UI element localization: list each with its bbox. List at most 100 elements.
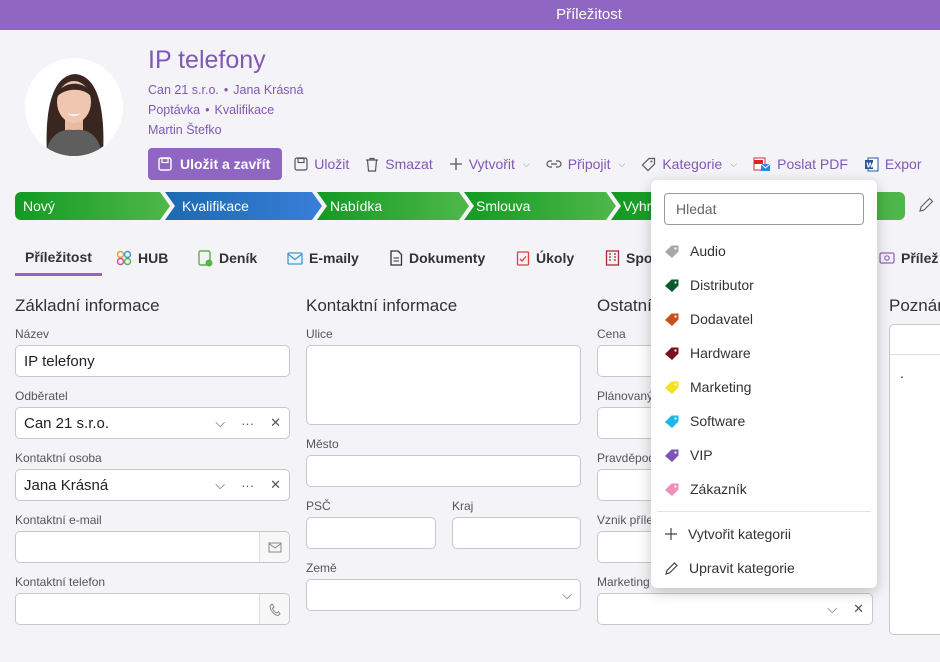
- customer-label: Odběratel: [15, 389, 68, 403]
- close-icon[interactable]: ✕: [270, 477, 281, 492]
- journal-icon: [198, 249, 213, 266]
- plus-icon: [449, 158, 462, 170]
- tab-tasks[interactable]: Úkoly: [516, 240, 574, 276]
- close-icon[interactable]: ✕: [853, 601, 864, 616]
- person-value: Jana Krásná: [24, 476, 109, 494]
- tag-icon: [641, 157, 656, 171]
- category-label: VIP: [690, 447, 713, 463]
- zip-input[interactable]: [306, 517, 436, 549]
- marketing-lookup[interactable]: ⌵ ✕: [597, 593, 873, 625]
- category-search-input[interactable]: Hledat: [664, 193, 864, 225]
- category-label: Distributor: [690, 277, 754, 293]
- category-item[interactable]: Audio: [664, 236, 864, 266]
- mail-icon[interactable]: [259, 532, 289, 562]
- category-item[interactable]: VIP: [664, 440, 864, 470]
- tab-opportunity[interactable]: Příležitost: [15, 240, 102, 276]
- tab-journal[interactable]: Deník: [197, 240, 257, 276]
- section-other-title: Ostatní: [597, 296, 652, 315]
- country-label: Země: [306, 561, 337, 575]
- send-pdf-button[interactable]: Poslat PDF: [753, 156, 848, 172]
- stage-offer[interactable]: Nabídka: [317, 192, 469, 220]
- tab-companies[interactable]: Spo: [605, 240, 652, 276]
- tab-label: Příležitost: [25, 248, 92, 265]
- record-meta-line2: Poptávka • Kvalifikace: [148, 103, 275, 117]
- attach-button[interactable]: Připojit ⌵: [546, 156, 626, 172]
- stage-text: Kvalifikace: [214, 103, 275, 117]
- more-icon[interactable]: ···: [241, 477, 255, 493]
- contact-link[interactable]: Jana Krásná: [233, 83, 304, 97]
- tab-hub[interactable]: HUB: [116, 240, 168, 276]
- region-input[interactable]: [452, 517, 581, 549]
- export-button[interactable]: W Expor: [864, 156, 922, 172]
- phone-field[interactable]: [15, 593, 290, 625]
- tag-icon: [665, 381, 679, 394]
- window-title: Příležitost: [0, 0, 940, 30]
- stage-new[interactable]: Nový: [15, 192, 170, 220]
- pencil-icon: [919, 197, 934, 212]
- category-item[interactable]: Hardware: [664, 338, 864, 368]
- customer-value: Can 21 s.r.o.: [24, 414, 110, 432]
- building-icon: [605, 250, 620, 266]
- company-link[interactable]: Can 21 s.r.o.: [148, 83, 219, 97]
- marketing-actions: ⌵ ✕: [827, 594, 864, 624]
- create-category-item[interactable]: Vytvořit kategorii: [664, 519, 864, 549]
- email-label: Kontaktní e-mail: [15, 513, 102, 527]
- edit-categories-item[interactable]: Upravit kategorie: [664, 553, 864, 583]
- close-icon[interactable]: ✕: [270, 415, 281, 430]
- tag-icon: [665, 449, 679, 462]
- save-label: Uložit: [314, 156, 350, 172]
- zip-label: PSČ: [306, 499, 331, 513]
- tab-opportunities[interactable]: Přílež: [879, 240, 938, 276]
- divider: [657, 511, 871, 512]
- category-item[interactable]: Software: [664, 406, 864, 436]
- chevron-down-icon[interactable]: ⌵: [562, 587, 572, 602]
- save-close-button[interactable]: Uložit a zavřít: [148, 148, 283, 180]
- stage-contract[interactable]: Smlouva: [464, 192, 616, 220]
- create-button[interactable]: Vytvořit ⌵: [449, 156, 530, 172]
- category-item[interactable]: Dodavatel: [664, 304, 864, 334]
- created-label: Vznik příle: [597, 513, 654, 527]
- country-select[interactable]: ⌵: [306, 579, 581, 611]
- section-notes-title: Poznán: [889, 296, 940, 315]
- customer-lookup[interactable]: Can 21 s.r.o. ⌵ ··· ✕: [15, 407, 290, 439]
- category-item[interactable]: Marketing: [664, 372, 864, 402]
- category-label: Kategorie: [662, 156, 723, 172]
- chevron-down-icon[interactable]: ⌵: [215, 415, 226, 430]
- tab-label: Deník: [219, 250, 258, 266]
- notes-editor[interactable]: .: [889, 324, 940, 635]
- phone-icon[interactable]: [259, 594, 289, 624]
- tag-icon: [665, 279, 679, 292]
- category-label: Hardware: [690, 345, 751, 361]
- city-input[interactable]: [306, 455, 581, 487]
- chevron-down-icon[interactable]: ⌵: [215, 477, 226, 492]
- plus-icon: [665, 528, 677, 540]
- task-icon: [516, 251, 530, 266]
- category-dropdown: Hledat Audio Distributor Dodavatel Hardware…: [651, 180, 877, 588]
- phone-label: Kontaktní telefon: [15, 575, 106, 589]
- chevron-down-icon: ⌵: [730, 158, 738, 169]
- tab-documents[interactable]: Dokumenty: [389, 240, 485, 276]
- category-item[interactable]: Distributor: [664, 270, 864, 300]
- chevron-down-icon[interactable]: ⌵: [827, 601, 838, 616]
- delete-button[interactable]: Smazat: [365, 156, 433, 172]
- category-button[interactable]: Kategorie ⌵: [641, 156, 737, 172]
- chevron-down-icon: ⌵: [618, 158, 626, 169]
- owner-link[interactable]: Martin Štefko: [148, 123, 222, 137]
- record-title: IP telefony: [148, 46, 266, 74]
- street-textarea[interactable]: [306, 345, 581, 425]
- save-button[interactable]: Uložit: [294, 156, 349, 172]
- category-item[interactable]: Zákazník: [664, 474, 864, 504]
- tab-emails[interactable]: E-maily: [287, 240, 359, 276]
- edit-categories-label: Upravit kategorie: [689, 560, 795, 576]
- stage-qualification[interactable]: Kvalifikace: [165, 192, 322, 220]
- price-label: Cena: [597, 327, 626, 341]
- edit-stages-button[interactable]: [917, 196, 935, 219]
- opportunity-page: IP telefony Can 21 s.r.o. • Jana Krásná Po…: [0, 30, 940, 662]
- hub-icon: [116, 250, 132, 266]
- email-field[interactable]: [15, 531, 290, 563]
- more-icon[interactable]: ···: [241, 415, 255, 431]
- name-input[interactable]: IP telefony: [15, 345, 290, 377]
- save-icon: [294, 157, 308, 171]
- contact-person-lookup[interactable]: Jana Krásná ⌵ ··· ✕: [15, 469, 290, 501]
- avatar[interactable]: [25, 58, 123, 156]
